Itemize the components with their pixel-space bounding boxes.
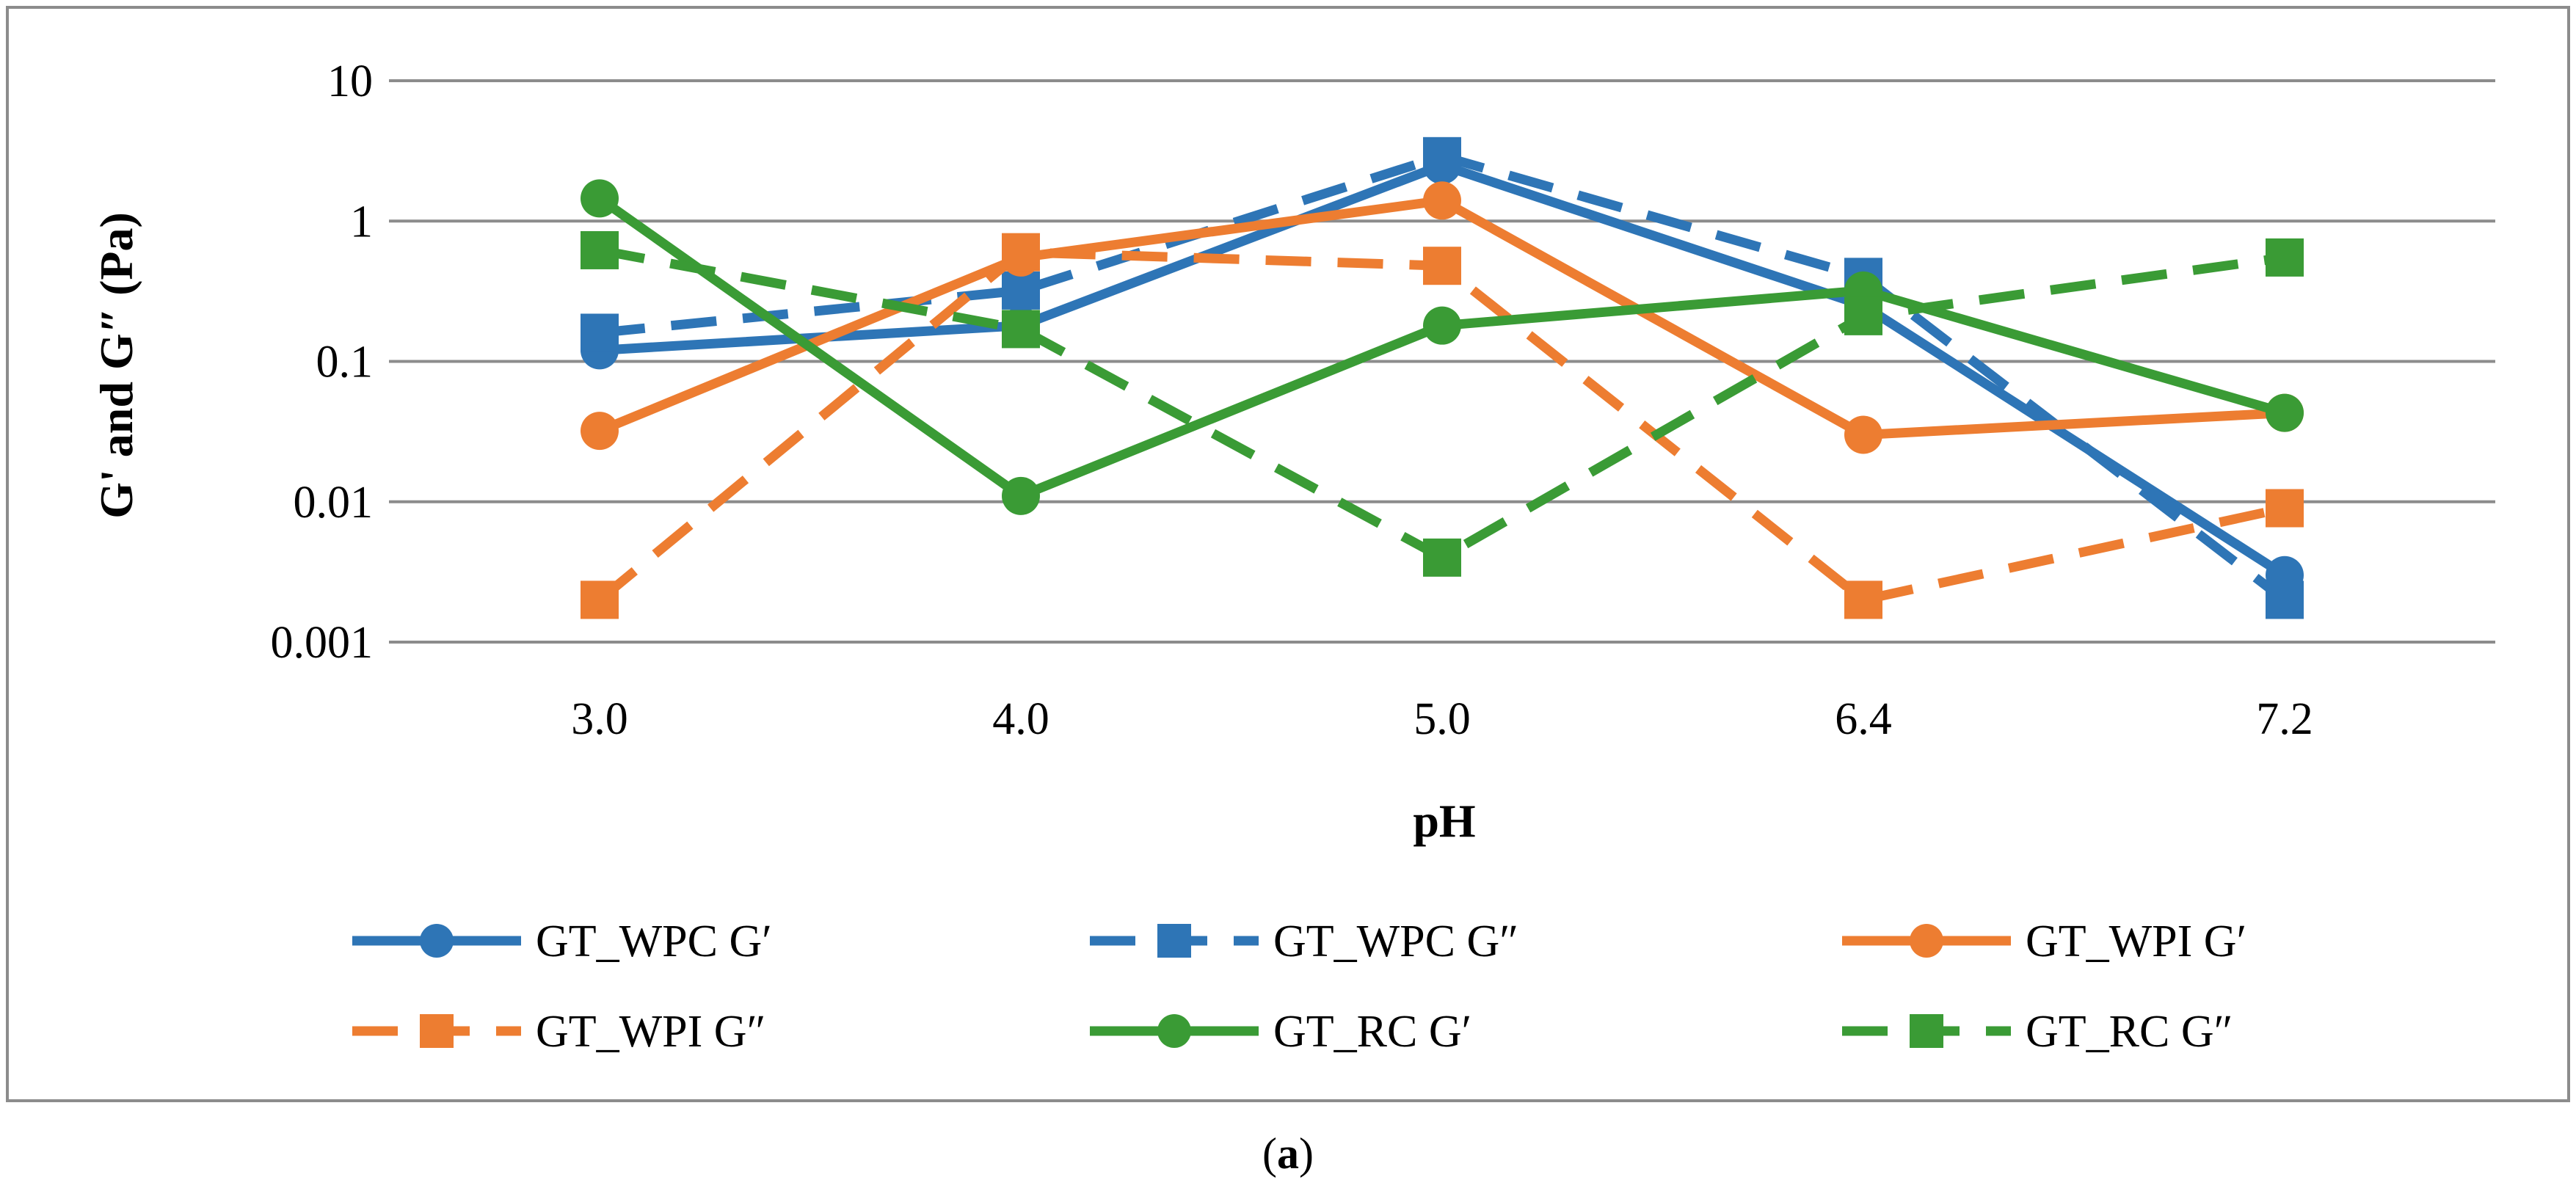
legend-entry-gt-wpi-g: GT_WPI G′ — [1842, 917, 2246, 966]
y-tick-labels: 0.001 0.01 0.1 1 10 — [271, 57, 374, 668]
series-gt-rc-g — [581, 230, 2304, 577]
data-point — [1002, 233, 1040, 272]
y-tick-label: 1 — [350, 197, 373, 247]
grid-layer — [389, 79, 2495, 644]
data-point — [2266, 580, 2304, 619]
caption-close: ) — [1299, 1129, 1314, 1178]
data-point — [1423, 181, 1461, 220]
series-gt-rc-g — [581, 179, 2304, 515]
y-tick-label: 10 — [327, 57, 373, 106]
legend-marker — [1910, 1014, 1943, 1048]
legend-entry-gt-wpi-g: GT_WPI G″ — [352, 1007, 765, 1057]
legend-marker — [1910, 924, 1943, 958]
data-point — [581, 230, 619, 269]
y-axis-title: G' and G″ (Pa) — [90, 212, 142, 519]
legend: GT_WPC G′ GT_WPC G″ GT_WPI G′ GT_WPI G″ GT_R… — [352, 917, 2246, 1057]
chart-outer-border — [6, 6, 2570, 1102]
legend-entry-gt-wpc-g: GT_WPC G′ — [352, 917, 772, 966]
data-point — [2266, 238, 2304, 277]
data-point — [2266, 489, 2304, 528]
legend-marker — [420, 1014, 454, 1048]
legend-label: GT_WPI G′ — [2026, 917, 2246, 966]
legend-label: GT_WPC G′ — [536, 917, 772, 966]
data-point — [581, 412, 619, 451]
series-layer — [581, 136, 2304, 619]
figure-caption: (a) — [1262, 1129, 1314, 1178]
y-tick-label: 0.001 — [271, 618, 374, 668]
data-point — [1423, 136, 1461, 175]
x-tick-label: 5.0 — [1413, 694, 1471, 744]
x-tick-label: 3.0 — [571, 694, 628, 744]
x-tick-labels: 3.0 4.0 5.0 6.4 7.2 — [571, 694, 2313, 744]
x-tick-label: 6.4 — [1835, 694, 1892, 744]
data-point — [1423, 247, 1461, 285]
legend-label: GT_RC G′ — [1273, 1007, 1471, 1057]
caption-letter: a — [1277, 1129, 1299, 1178]
x-axis-title: pH — [1413, 795, 1475, 847]
legend-label: GT_WPI G″ — [536, 1007, 765, 1057]
legend-entry-gt-rc-g: GT_RC G′ — [1090, 1007, 1471, 1057]
data-point — [1423, 538, 1461, 577]
data-point — [581, 313, 619, 352]
x-tick-label: 7.2 — [2256, 694, 2313, 744]
legend-label: GT_RC G″ — [2026, 1007, 2233, 1057]
data-point — [581, 179, 619, 218]
legend-marker — [1157, 924, 1191, 958]
data-point — [1844, 296, 1882, 335]
x-tick-label: 4.0 — [992, 694, 1049, 744]
data-point — [1002, 271, 1040, 310]
legend-label: GT_WPC G″ — [1273, 917, 1518, 966]
data-point — [2266, 393, 2304, 432]
data-point — [1002, 476, 1040, 515]
data-point — [1002, 310, 1040, 349]
legend-marker — [420, 924, 454, 958]
series-gt-wpi-g — [581, 233, 2304, 619]
legend-entry-gt-rc-g: GT_RC G″ — [1842, 1007, 2233, 1057]
data-point — [1423, 306, 1461, 345]
y-tick-label: 0.01 — [294, 478, 374, 528]
caption-open: ( — [1262, 1129, 1277, 1178]
data-point — [1844, 580, 1882, 619]
y-tick-label: 0.1 — [316, 338, 374, 387]
legend-marker — [1157, 1014, 1191, 1048]
data-point — [1844, 415, 1882, 454]
legend-entry-gt-wpc-g: GT_WPC G″ — [1090, 917, 1518, 966]
data-point — [581, 580, 619, 619]
